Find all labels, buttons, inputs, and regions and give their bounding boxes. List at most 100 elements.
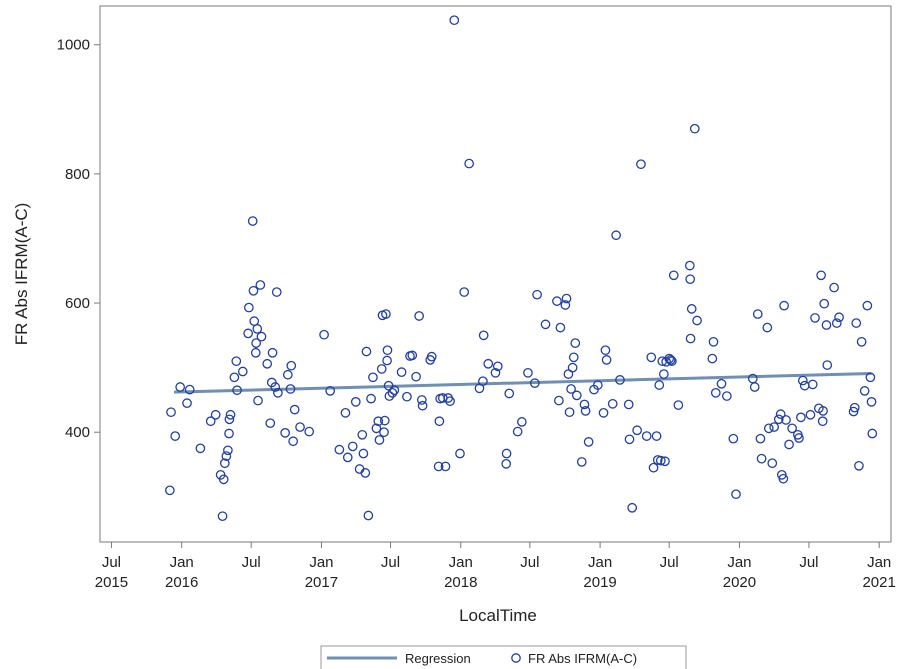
data-point — [523, 367, 533, 378]
data-point — [219, 458, 230, 469]
data-point — [340, 407, 351, 418]
data-point — [363, 510, 374, 521]
data-point — [660, 456, 670, 467]
data-point — [195, 443, 206, 454]
data-point — [665, 355, 676, 365]
data-point — [728, 433, 739, 444]
data-point — [641, 431, 652, 441]
data-point — [756, 453, 767, 464]
data-point — [817, 416, 828, 427]
data-point — [664, 353, 675, 364]
data-point — [685, 333, 696, 344]
data-point — [237, 366, 248, 377]
data-point — [304, 426, 315, 437]
data-point — [615, 375, 625, 385]
data-point — [552, 296, 562, 306]
data-point — [627, 502, 638, 513]
x-tick-year-label: 2015 — [95, 574, 128, 591]
data-point — [822, 360, 833, 370]
x-tick-label: Jul — [660, 554, 679, 571]
data-point — [651, 431, 662, 441]
data-point — [224, 428, 234, 439]
y-tick-label: 400 — [65, 424, 90, 441]
data-point — [810, 313, 820, 323]
data-point — [248, 285, 259, 296]
data-point — [252, 324, 263, 334]
data-point — [576, 457, 587, 467]
data-point — [271, 287, 282, 297]
data-point — [567, 362, 578, 373]
data-point — [849, 402, 860, 413]
data-point — [217, 511, 228, 522]
data-point — [636, 159, 646, 170]
data-point — [752, 309, 763, 319]
data-point — [516, 417, 527, 427]
data-point — [560, 300, 571, 310]
data-point — [659, 369, 669, 379]
data-point — [775, 409, 786, 419]
data-point — [501, 459, 512, 469]
data-point — [407, 350, 418, 361]
data-point — [273, 387, 283, 398]
data-point — [282, 369, 293, 380]
data-point — [501, 448, 512, 459]
data-point — [170, 431, 181, 441]
data-point — [611, 230, 621, 241]
data-point — [865, 372, 876, 383]
x-tick-year-label: 2021 — [862, 574, 895, 591]
data-point — [692, 315, 702, 326]
data-point — [859, 386, 870, 396]
data-point — [592, 380, 603, 390]
data-point — [529, 378, 540, 388]
data-point — [288, 436, 299, 447]
data-point — [270, 382, 281, 392]
data-point — [668, 270, 679, 281]
data-point — [819, 298, 830, 309]
x-tick-label: Jan — [449, 554, 473, 571]
data-point — [762, 322, 773, 333]
data-point — [256, 331, 267, 342]
data-point — [433, 461, 444, 472]
data-point — [834, 312, 844, 323]
data-point — [784, 439, 794, 450]
data-point — [371, 423, 382, 434]
data-point — [165, 485, 175, 496]
data-point — [854, 460, 864, 471]
data-point — [376, 364, 387, 374]
data-point — [689, 123, 700, 134]
data-point — [673, 400, 684, 410]
data-point — [721, 391, 732, 401]
x-axis-title: LocalTime — [459, 606, 537, 625]
y-tick-label: 600 — [65, 295, 90, 312]
data-point — [478, 376, 488, 387]
data-point — [182, 398, 192, 409]
data-point — [360, 468, 371, 478]
data-point — [244, 302, 254, 313]
data-point — [402, 391, 412, 402]
data-point — [763, 423, 774, 434]
data-point — [368, 372, 378, 383]
data-point — [685, 274, 696, 285]
data-point — [286, 360, 297, 371]
data-point — [661, 356, 671, 367]
data-point — [773, 414, 784, 425]
y-tick-label: 800 — [65, 166, 90, 183]
legend-box — [320, 645, 687, 669]
x-tick-year-label: 2016 — [165, 574, 198, 591]
data-point — [445, 396, 455, 407]
data-point — [455, 448, 465, 459]
data-point — [381, 309, 391, 319]
data-point — [379, 427, 389, 438]
x-tick-label: Jul — [381, 554, 400, 571]
data-point — [384, 391, 395, 401]
data-point — [295, 422, 305, 432]
data-point — [848, 406, 859, 417]
data-point — [607, 398, 618, 409]
x-tick-label: Jul — [799, 554, 818, 571]
data-point — [555, 322, 566, 333]
data-point — [490, 367, 501, 378]
data-point — [540, 319, 551, 330]
data-point — [816, 270, 826, 281]
